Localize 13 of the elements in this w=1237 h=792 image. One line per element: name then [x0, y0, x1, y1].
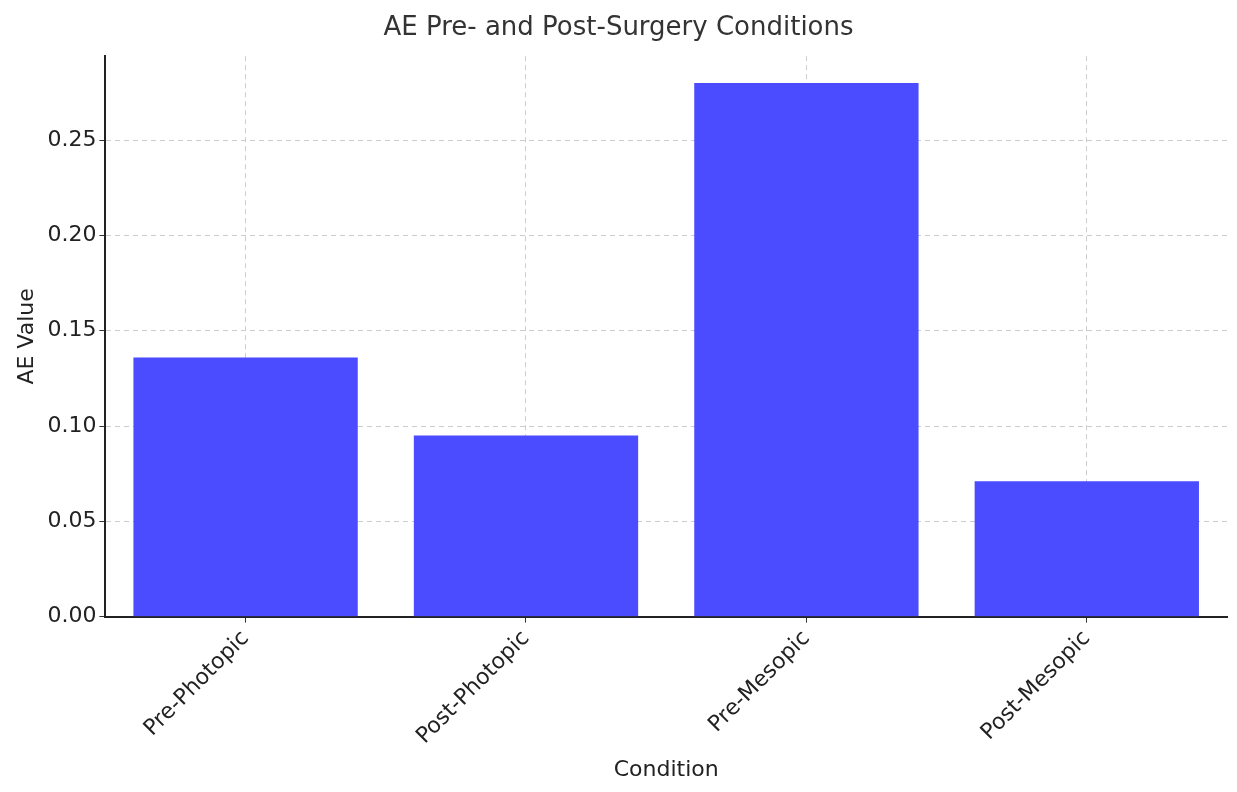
chart-title: AE Pre- and Post-Surgery Conditions — [383, 11, 854, 42]
y-tick-label: 0.10 — [47, 411, 97, 437]
y-tick-label: 0.25 — [47, 125, 97, 151]
y-tick-label: 0.15 — [47, 316, 97, 342]
x-axis-title: Condition — [613, 755, 719, 781]
bar — [133, 357, 358, 617]
bar — [694, 82, 919, 617]
y-axis-title: AE Value — [12, 288, 38, 385]
y-tick-label: 0.00 — [47, 602, 97, 628]
bar — [974, 481, 1199, 617]
bar — [413, 435, 639, 617]
y-tick-label: 0.20 — [47, 221, 97, 247]
y-tick-label: 0.05 — [47, 507, 97, 533]
